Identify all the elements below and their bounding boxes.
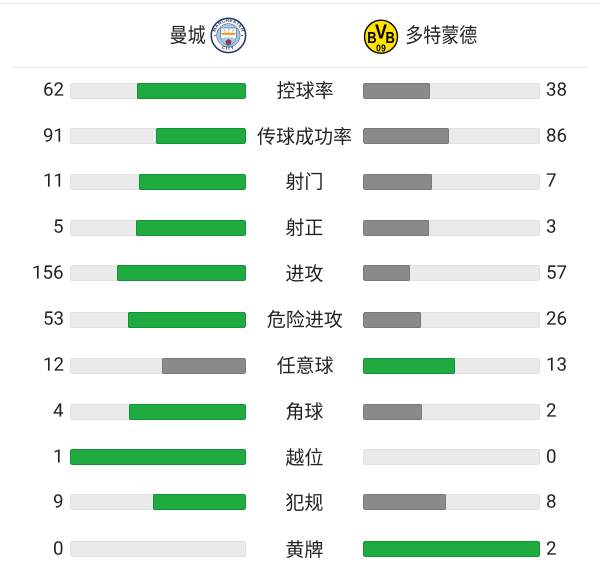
svg-text:B: B xyxy=(385,29,394,46)
svg-text:V: V xyxy=(375,21,387,43)
svg-text:09: 09 xyxy=(376,42,386,53)
svg-text:CITY: CITY xyxy=(221,45,235,51)
svg-text:B: B xyxy=(367,29,376,46)
